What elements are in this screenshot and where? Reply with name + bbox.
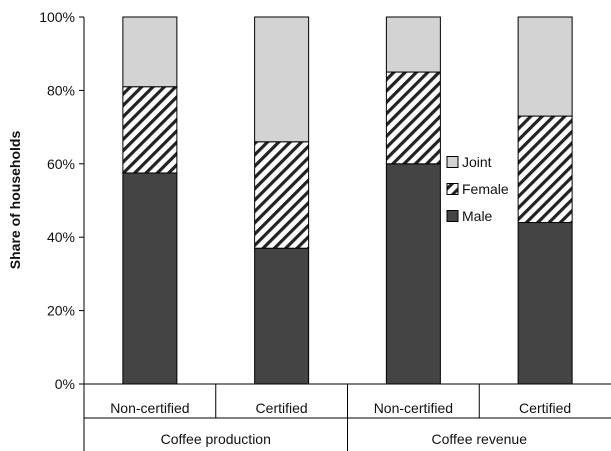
x-category-label: Certified bbox=[256, 400, 308, 416]
y-tick-label: 80% bbox=[47, 82, 75, 98]
x-category-label: Certified bbox=[519, 400, 571, 416]
x-category-label: Non-certified bbox=[374, 400, 453, 416]
bar-segment-joint bbox=[122, 16, 178, 88]
legend-swatch-female bbox=[446, 183, 459, 195]
y-tick-label: 0% bbox=[55, 376, 75, 392]
bar-segment-joint bbox=[254, 16, 310, 143]
y-tick-label: 60% bbox=[47, 156, 75, 172]
bar-segment-male bbox=[385, 163, 441, 385]
bar-segment-joint bbox=[517, 16, 573, 117]
y-axis-title: Share of households bbox=[7, 131, 23, 270]
legend-label-joint: Joint bbox=[462, 154, 492, 170]
bar-segment-female bbox=[517, 115, 573, 224]
bar-segment-male bbox=[122, 172, 178, 385]
legend: Joint Female Male bbox=[446, 154, 509, 224]
legend-swatch-joint bbox=[446, 156, 459, 168]
bar-segment-male bbox=[517, 222, 573, 385]
bar-segment-female bbox=[385, 71, 441, 165]
bar-segment-female bbox=[122, 86, 178, 174]
bar-segment-joint bbox=[385, 16, 441, 73]
legend-label-male: Male bbox=[462, 208, 493, 224]
x-group-label: Coffee revenue bbox=[432, 431, 528, 447]
x-category-label: Non-certified bbox=[110, 400, 189, 416]
y-tick-label: 40% bbox=[47, 229, 75, 245]
bar-segment-male bbox=[254, 247, 310, 385]
bars bbox=[122, 16, 573, 385]
y-tick-label: 100% bbox=[39, 9, 75, 25]
x-group-label: Coffee production bbox=[161, 431, 271, 447]
legend-label-female: Female bbox=[462, 181, 509, 197]
bar-segment-female bbox=[254, 141, 310, 249]
legend-swatch-male bbox=[446, 210, 459, 222]
x-axis-labels: Non-certified Certified Non-certified Certi… bbox=[83, 384, 611, 451]
y-tick-label: 20% bbox=[47, 303, 75, 319]
